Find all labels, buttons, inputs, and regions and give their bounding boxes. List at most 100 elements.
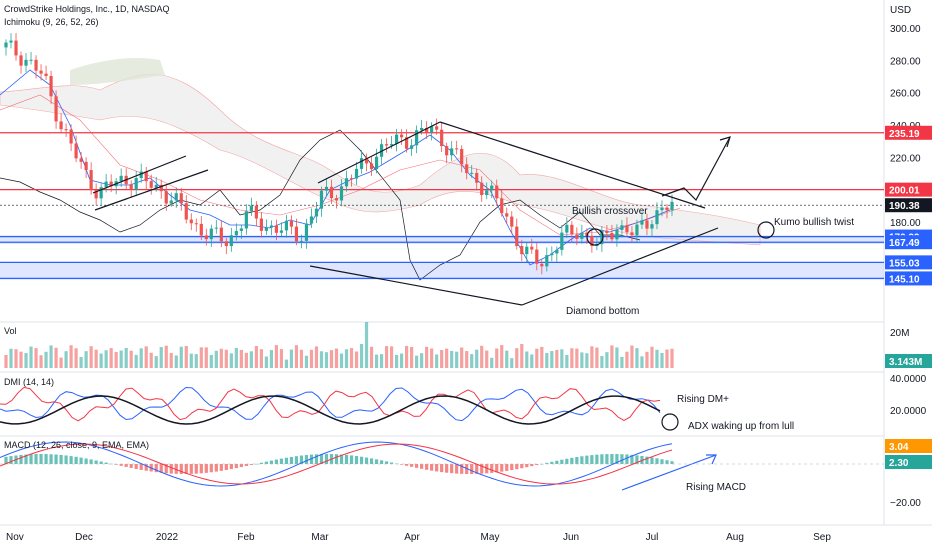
candle-body <box>605 231 609 234</box>
candle-body <box>244 211 248 229</box>
macd-hist-bar <box>154 464 158 473</box>
macd-hist-bar <box>304 455 309 464</box>
macd-hist-bar <box>334 454 339 464</box>
date-tick-label: May <box>481 532 500 543</box>
volume-bars <box>4 322 674 368</box>
volume-bar <box>430 348 434 368</box>
candle-body <box>89 170 93 191</box>
volume-bar <box>344 349 349 368</box>
volume-bar <box>54 347 58 368</box>
candle-body <box>119 175 123 182</box>
candle-body <box>249 205 253 212</box>
volume-bar <box>470 354 474 368</box>
macd-hist-bar <box>174 464 178 474</box>
candle-body <box>274 225 279 233</box>
macd-hist-bar <box>9 456 13 464</box>
macd-hist-bar <box>134 464 138 469</box>
macd-hist-bar <box>299 455 304 464</box>
macd-hist-bar <box>324 454 329 464</box>
candle-body <box>324 186 329 191</box>
candle-body <box>500 198 504 214</box>
macd-hist-bar <box>224 464 228 470</box>
candle-body <box>59 121 63 130</box>
candle-body <box>520 245 524 255</box>
volume-bar <box>269 350 273 368</box>
candle-body <box>620 225 624 230</box>
macd-hist-bar <box>114 464 118 465</box>
volume-bar <box>645 351 649 368</box>
volume-bar <box>324 352 329 368</box>
candle-body <box>304 223 309 241</box>
macd-hist-bar <box>480 464 484 474</box>
candle-body <box>129 184 133 190</box>
candles <box>4 32 674 275</box>
volume-bar <box>39 355 43 368</box>
macd-hist-bar <box>580 456 584 464</box>
volume-bar <box>179 346 183 368</box>
candle-body <box>535 249 539 264</box>
volume-bar <box>410 346 414 368</box>
volume-bar <box>379 354 384 368</box>
macd-hist-bar <box>44 454 48 464</box>
annotation-rising-macd: Rising MACD <box>686 482 746 493</box>
candle-body <box>555 249 559 254</box>
candle-body <box>144 171 148 182</box>
price-tick-label: 180.00 <box>890 218 921 229</box>
volume-bar <box>289 349 294 368</box>
candle-body <box>550 253 554 256</box>
volume-bar <box>279 349 284 368</box>
volume-bar <box>455 351 459 368</box>
volume-bar <box>490 357 494 368</box>
candle-body <box>149 181 153 188</box>
macd-tag <box>885 439 932 453</box>
candle-body <box>660 207 664 211</box>
candle-body <box>460 149 464 165</box>
macd-hist-bar <box>164 464 168 474</box>
currency-label: USD <box>890 5 911 16</box>
volume-bar <box>254 346 258 368</box>
candle-body <box>575 234 579 239</box>
candle-body <box>104 181 108 188</box>
volume-bar <box>224 349 228 368</box>
candle-body <box>94 190 98 199</box>
price-levels <box>0 132 884 280</box>
volume-bar <box>630 345 634 368</box>
candle-body <box>219 227 223 242</box>
macd-hist-bar <box>64 455 68 464</box>
volume-bar <box>114 351 118 368</box>
volume-bar <box>665 349 669 368</box>
macd-hist-bar <box>555 460 559 464</box>
volume-bar <box>364 322 369 368</box>
volume-bar <box>119 350 123 368</box>
macd-hist-bar <box>470 464 474 474</box>
macd-hist-bar <box>460 464 464 474</box>
volume-bar <box>64 351 68 368</box>
candle-body <box>590 235 594 246</box>
candle-body <box>540 263 544 267</box>
candle-body <box>545 255 549 267</box>
volume-bar <box>435 354 439 368</box>
volume-bar <box>304 355 309 368</box>
date-tick-label: Sep <box>813 532 831 543</box>
volume-bar <box>174 355 178 368</box>
candle-body <box>174 193 178 201</box>
candle-body <box>475 172 479 183</box>
macd-hist-bar <box>124 464 128 467</box>
candle-body <box>650 224 654 229</box>
volume-bar <box>515 348 519 368</box>
macd-hist-bar <box>475 464 479 474</box>
candle-body <box>440 129 444 147</box>
candle-body <box>600 231 604 245</box>
candle-body <box>389 144 394 146</box>
candle-body <box>14 40 18 56</box>
candle-body <box>269 225 273 228</box>
volume-bar <box>109 348 113 368</box>
macd-hist-bar <box>74 456 78 464</box>
candle-body <box>229 235 233 247</box>
volume-bar <box>309 349 314 368</box>
level-label: 235.19 <box>889 129 920 140</box>
candle-body <box>69 129 73 144</box>
volume-bar <box>124 347 128 368</box>
volume-bar <box>605 352 609 368</box>
candle-body <box>630 232 634 236</box>
